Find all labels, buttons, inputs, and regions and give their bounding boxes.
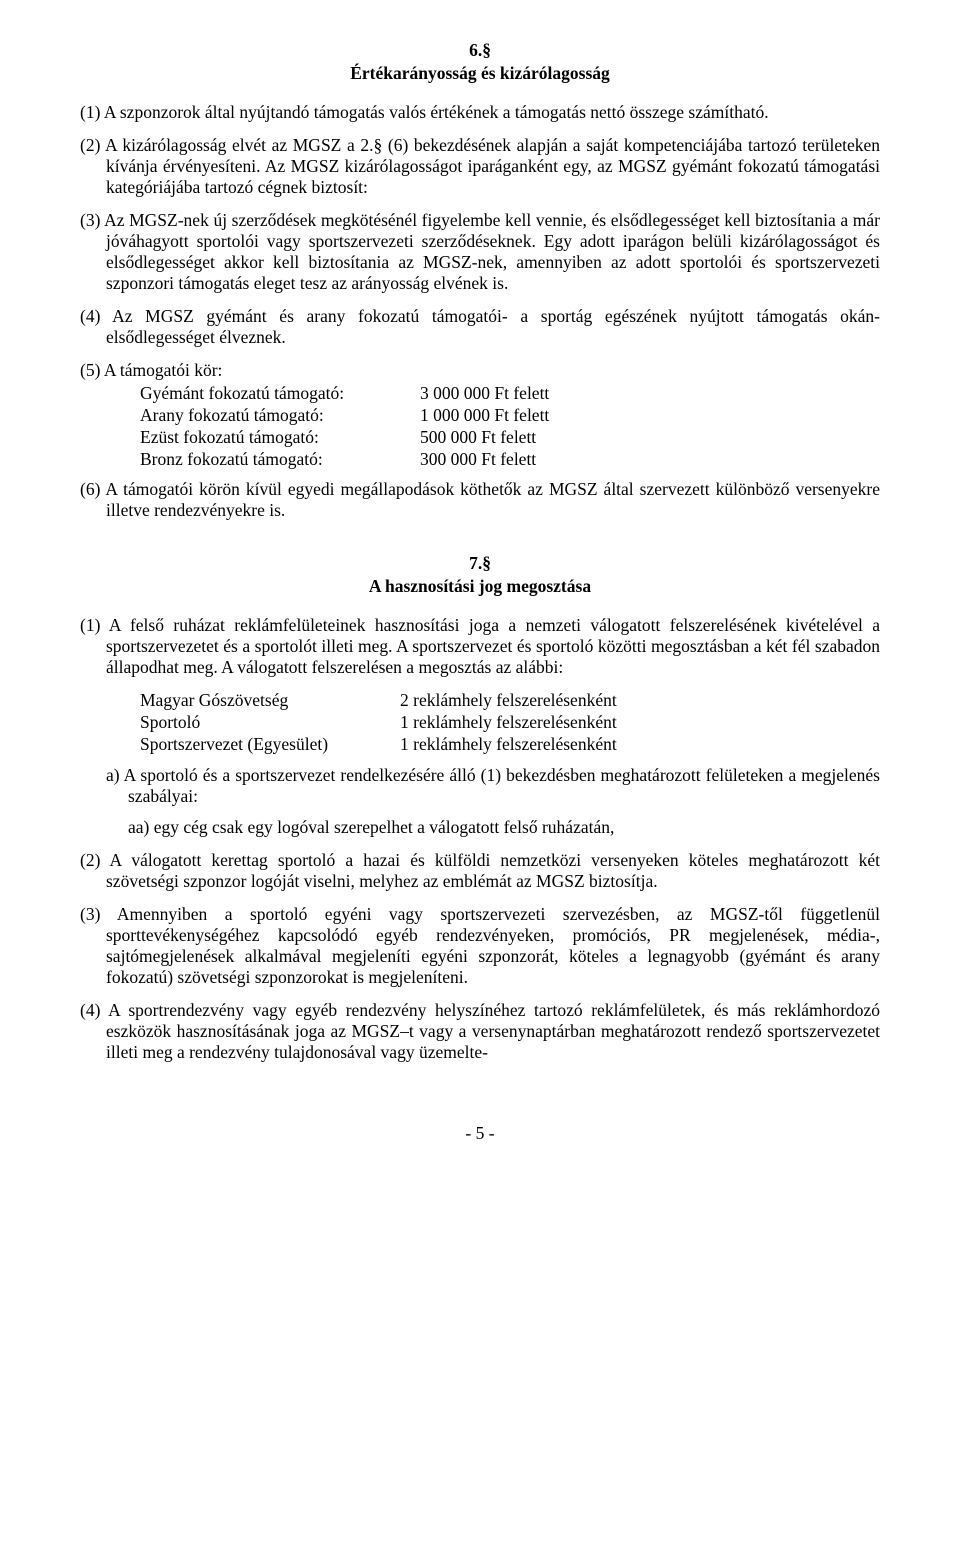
tier-label: Gyémánt fokozatú támogató: — [140, 383, 420, 404]
alloc-value: 2 reklámhely felszerelésenként — [400, 690, 880, 711]
alloc-label: Magyar Gószövetség — [140, 690, 400, 711]
table-row: Gyémánt fokozatú támogató: 3 000 000 Ft … — [80, 383, 880, 404]
tier-label: Arany fokozatú támogató: — [140, 405, 420, 426]
alloc-label: Sportszervezet (Egyesület) — [140, 734, 400, 755]
alloc-value: 1 reklámhely felszerelésenként — [400, 712, 880, 733]
section-number: 6.§ — [80, 40, 880, 61]
paragraph-intro: (5) A támogatói kör: — [80, 360, 880, 381]
paragraph: (3) Amennyiben a sportoló egyéni vagy sp… — [80, 904, 880, 988]
paragraph: (2) A válogatott kerettag sportoló a haz… — [80, 850, 880, 892]
section-number: 7.§ — [80, 553, 880, 574]
paragraph: (1) A szponzorok által nyújtandó támogat… — [80, 102, 880, 123]
paragraph: (6) A támogatói körön kívül egyedi megál… — [80, 479, 880, 521]
paragraph: (4) A sportrendezvény vagy egyéb rendezv… — [80, 1000, 880, 1063]
paragraph-intro: (1) A felső ruházat reklámfelületeinek h… — [80, 615, 880, 678]
table-row: Ezüst fokozatú támogató: 500 000 Ft fele… — [80, 427, 880, 448]
tier-value: 500 000 Ft felett — [420, 427, 880, 448]
table-row: Bronz fokozatú támogató: 300 000 Ft fele… — [80, 449, 880, 470]
paragraph: (3) Az MGSZ-nek új szerződések megkötésé… — [80, 210, 880, 294]
tier-value: 1 000 000 Ft felett — [420, 405, 880, 426]
page-number: - 5 - — [80, 1123, 880, 1144]
tier-label: Bronz fokozatú támogató: — [140, 449, 420, 470]
table-row: Sportoló 1 reklámhely felszerelésenként — [80, 712, 880, 733]
tier-label: Ezüst fokozatú támogató: — [140, 427, 420, 448]
tier-value: 300 000 Ft felett — [420, 449, 880, 470]
table-row: Magyar Gószövetség 2 reklámhely felszere… — [80, 690, 880, 711]
alloc-label: Sportoló — [140, 712, 400, 733]
subparagraph-a: a) A sportoló és a sportszervezet rendel… — [80, 765, 880, 807]
subparagraph-aa: aa) egy cég csak egy logóval szerepelhet… — [80, 817, 880, 838]
tier-value: 3 000 000 Ft felett — [420, 383, 880, 404]
table-row: Arany fokozatú támogató: 1 000 000 Ft fe… — [80, 405, 880, 426]
section-title: A hasznosítási jog megosztása — [80, 576, 880, 597]
paragraph: (2) A kizárólagosság elvét az MGSZ a 2.§… — [80, 135, 880, 198]
section-title: Értékarányosság és kizárólagosság — [80, 63, 880, 84]
alloc-value: 1 reklámhely felszerelésenként — [400, 734, 880, 755]
table-row: Sportszervezet (Egyesület) 1 reklámhely … — [80, 734, 880, 755]
paragraph: (4) Az MGSZ gyémánt és arany fokozatú tá… — [80, 306, 880, 348]
